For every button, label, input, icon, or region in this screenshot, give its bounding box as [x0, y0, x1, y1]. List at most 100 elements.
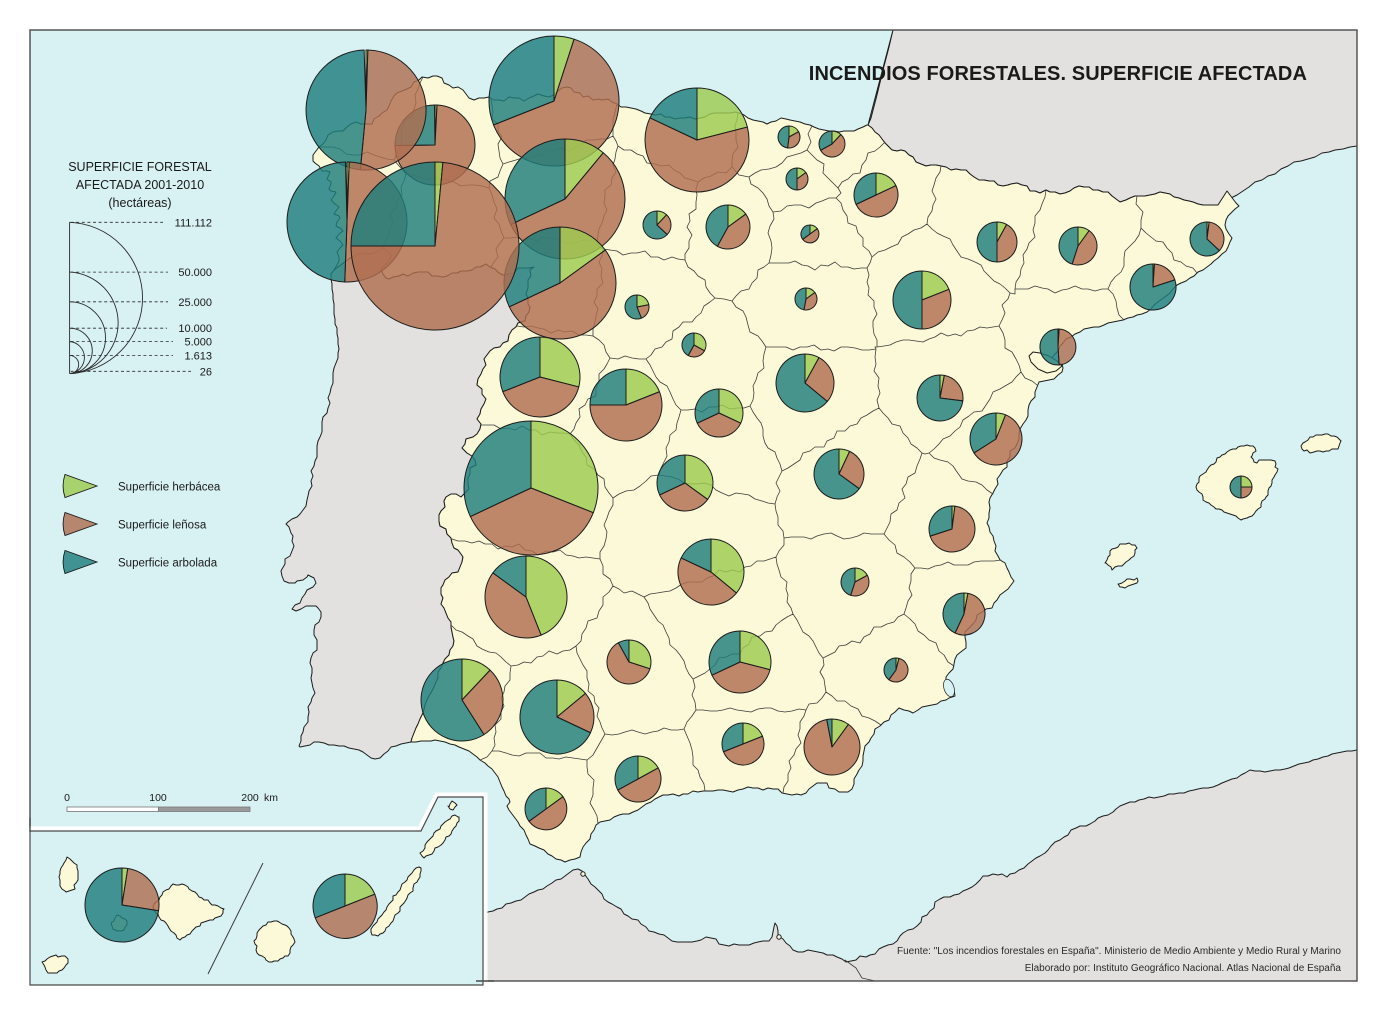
pie-chart	[614, 755, 662, 803]
map-title: INCENDIOS FORESTALES. SUPERFICIE AFECTAD…	[809, 63, 1307, 85]
pie-slice-arbolada	[813, 448, 860, 500]
pie-chart	[1229, 475, 1253, 499]
pie-slice-arbolada	[1189, 221, 1220, 257]
pie-slice-arbolada	[499, 336, 541, 393]
credit-source: Fuente: "Los incendios forestales en Esp…	[897, 946, 1341, 957]
pie-slice-lenosa	[1206, 221, 1225, 252]
pie-slice-lenosa	[716, 213, 751, 250]
pie-slice-arbolada	[708, 630, 741, 676]
pie-chart	[1129, 263, 1177, 311]
pie-chart	[312, 873, 378, 939]
pie-slice-arbolada	[969, 412, 997, 454]
pie-slice-lenosa	[461, 669, 504, 736]
inset-divider	[207, 862, 264, 975]
pie-chart	[656, 454, 714, 512]
scale-bar-right-segment	[158, 806, 251, 812]
size-legend-value: 26	[200, 366, 212, 378]
pie-chart	[524, 787, 568, 831]
pie-slice-arbolada	[826, 718, 833, 748]
pie-slice-arbolada	[681, 332, 695, 357]
pie-chart	[883, 657, 909, 683]
scale-bar-left-segment	[66, 806, 159, 812]
pie-slice-lenosa	[803, 292, 818, 311]
mar-menor-lagoon	[943, 678, 955, 698]
pie-slice-lenosa	[973, 414, 1023, 466]
pie-slice-arbolada	[84, 867, 160, 943]
pie-slice-arbolada	[976, 221, 998, 263]
pie-chart	[916, 374, 964, 422]
size-legend-title-2: AFECTADA 2001-2010	[76, 178, 204, 192]
pie-slice-lenosa	[850, 574, 870, 597]
pie-slice-lenosa	[722, 735, 765, 766]
pie-slice-arbolada	[775, 353, 828, 413]
pie-chart	[84, 867, 160, 943]
scale-bar-100: 100	[149, 792, 167, 804]
pie-slice-lenosa	[484, 572, 542, 639]
pie-slice-lenosa	[677, 557, 737, 606]
pie-slice-arbolada	[800, 224, 811, 240]
pie-slice-arbolada	[680, 538, 712, 573]
pie-chart	[463, 420, 599, 556]
legend-wedge-herbacea	[62, 473, 99, 499]
pie-chart	[818, 130, 846, 158]
balearic-island	[1300, 433, 1342, 454]
size-legend-circle	[69, 354, 80, 375]
credits: Fuente: "Los incendios forestales en Esp…	[897, 946, 1341, 974]
pie-slice-lenosa	[711, 661, 771, 694]
size-legend-value: 5.000	[184, 337, 212, 349]
size-legend-title-1: SUPERFICIE FORESTAL	[68, 160, 212, 174]
pie-slice-arbolada	[656, 454, 686, 496]
balearic-island	[1117, 577, 1139, 589]
pie-chart	[644, 87, 750, 193]
pie-slice-arbolada	[614, 755, 639, 791]
pie-chart	[777, 125, 801, 149]
size-legend-value: 1.613	[184, 350, 212, 362]
pie-slice-lenosa	[855, 185, 899, 218]
pie-slice-arbolada	[928, 505, 953, 537]
pie-slice-arbolada	[777, 125, 790, 149]
pie-slice-arbolada	[350, 161, 436, 247]
melilla	[776, 934, 782, 940]
pie-slice-arbolada	[492, 555, 527, 598]
legend-label-arbolada: Superficie arbolada	[118, 558, 218, 570]
pie-slice-herbacea	[628, 639, 652, 670]
africa-landmass	[384, 749, 1357, 981]
pie-slice-herbacea	[539, 336, 581, 388]
pie-slice-arbolada	[617, 639, 630, 663]
pie-slice-lenosa	[802, 228, 820, 244]
pie-chart	[800, 224, 820, 244]
pie-slice-lenosa	[921, 288, 952, 330]
size-legend-title-3: (hectáreas)	[108, 196, 171, 210]
legend-label-herbacea: Superficie herbácea	[118, 482, 221, 494]
legend-wedge-lenosa	[62, 511, 99, 537]
pie-slice-arbolada	[840, 567, 856, 596]
pie-slice-arbolada	[1129, 263, 1177, 311]
pie-slice-herbacea	[530, 420, 599, 514]
pie-slice-arbolada	[488, 35, 555, 126]
pie-slice-arbolada	[785, 167, 798, 191]
size-legend-circle	[69, 221, 143, 375]
pie-chart	[499, 336, 581, 418]
size-legend-value: 111.112	[175, 217, 212, 229]
pie-slice-lenosa	[954, 592, 986, 636]
pie-chart	[1058, 226, 1098, 266]
legend-label-lenosa: Superficie leñosa	[118, 520, 207, 532]
pie-chart	[488, 35, 620, 167]
canary-island-hierro	[41, 954, 69, 974]
pie-slice-herbacea	[559, 226, 606, 284]
scale-bar: 0 100 200 km	[64, 792, 278, 812]
pie-chart	[681, 332, 707, 358]
canary-island-tenerife	[152, 883, 225, 941]
pie-chart	[942, 592, 986, 636]
pie-chart	[840, 567, 870, 597]
scale-bar-0: 0	[64, 792, 70, 804]
pie-slice-arbolada	[524, 787, 547, 822]
ceuta	[580, 871, 586, 877]
pie-chart	[969, 412, 1023, 466]
pie-slice-lenosa	[617, 767, 662, 803]
size-legend-circle	[69, 301, 106, 375]
scale-bar-200: 200	[241, 792, 259, 804]
pie-slice-arbolada	[942, 592, 965, 634]
pie-slice-herbacea	[739, 630, 772, 671]
